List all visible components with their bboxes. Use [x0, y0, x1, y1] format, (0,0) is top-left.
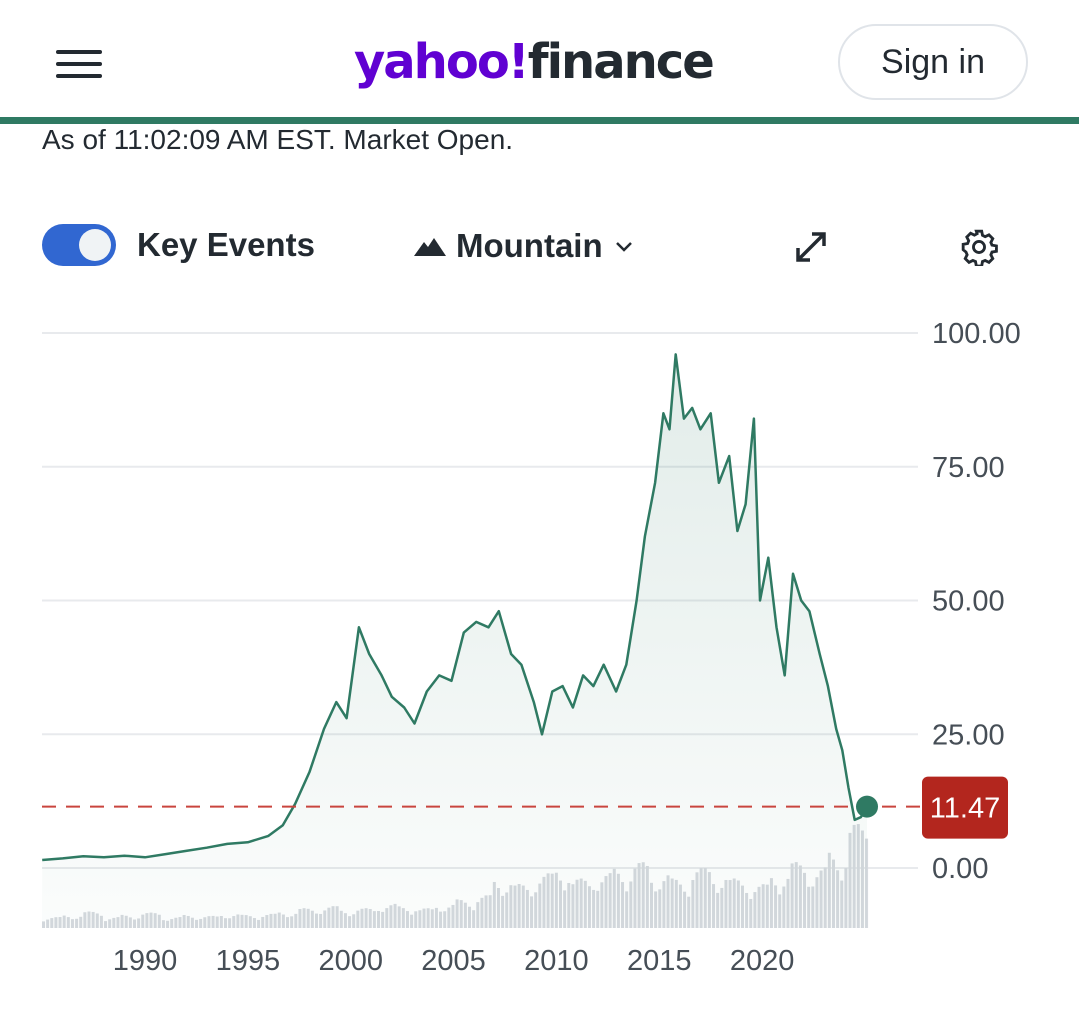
price-chart[interactable]: 100.00 75.00 50.00 25.00 0.00 1990 1995 2000 200… — [0, 300, 1079, 1000]
mountain-icon — [414, 238, 446, 256]
x-tick-label: 2020 — [730, 945, 795, 977]
x-tick-label: 2010 — [524, 945, 589, 977]
x-tick-label: 2005 — [421, 945, 486, 977]
key-events-toggle[interactable] — [42, 224, 116, 266]
x-tick-label: 1990 — [113, 945, 178, 977]
x-tick-label: 2015 — [627, 945, 692, 977]
y-tick-label: 100.00 — [932, 318, 1021, 350]
price-line — [42, 353, 869, 862]
hamburger-menu-icon[interactable] — [56, 46, 102, 82]
app-header: yahoo!finance Sign in — [0, 0, 1079, 118]
chart-type-label: Mountain — [456, 227, 603, 264]
current-price-label: 11.47 — [930, 793, 1000, 825]
chart-type-dropdown[interactable]: Mountain — [414, 224, 635, 268]
x-tick-label: 2000 — [318, 945, 383, 977]
chart-controls: Key Events Mountain — [0, 220, 1079, 274]
market-status-text: As of 11:02:09 AM EST. Market Open. — [42, 124, 514, 155]
x-tick-label: 1995 — [216, 945, 281, 977]
yahoo-finance-logo[interactable]: yahoo!finance — [354, 34, 715, 90]
sign-in-button[interactable]: Sign in — [838, 24, 1028, 100]
current-price-badge — [922, 776, 1008, 839]
y-tick-label: 0.00 — [932, 853, 988, 885]
y-tick-label: 50.00 — [932, 586, 1005, 618]
y-tick-label: 25.00 — [932, 719, 1005, 751]
key-events-label: Key Events — [137, 226, 315, 263]
header-divider — [0, 117, 1079, 124]
price-area-fill — [42, 354, 868, 928]
y-tick-label: 75.00 — [932, 452, 1005, 484]
expand-icon[interactable] — [794, 230, 828, 264]
current-price-dot — [856, 795, 879, 818]
settings-gear-icon[interactable] — [960, 228, 998, 266]
chevron-down-icon — [615, 242, 632, 252]
